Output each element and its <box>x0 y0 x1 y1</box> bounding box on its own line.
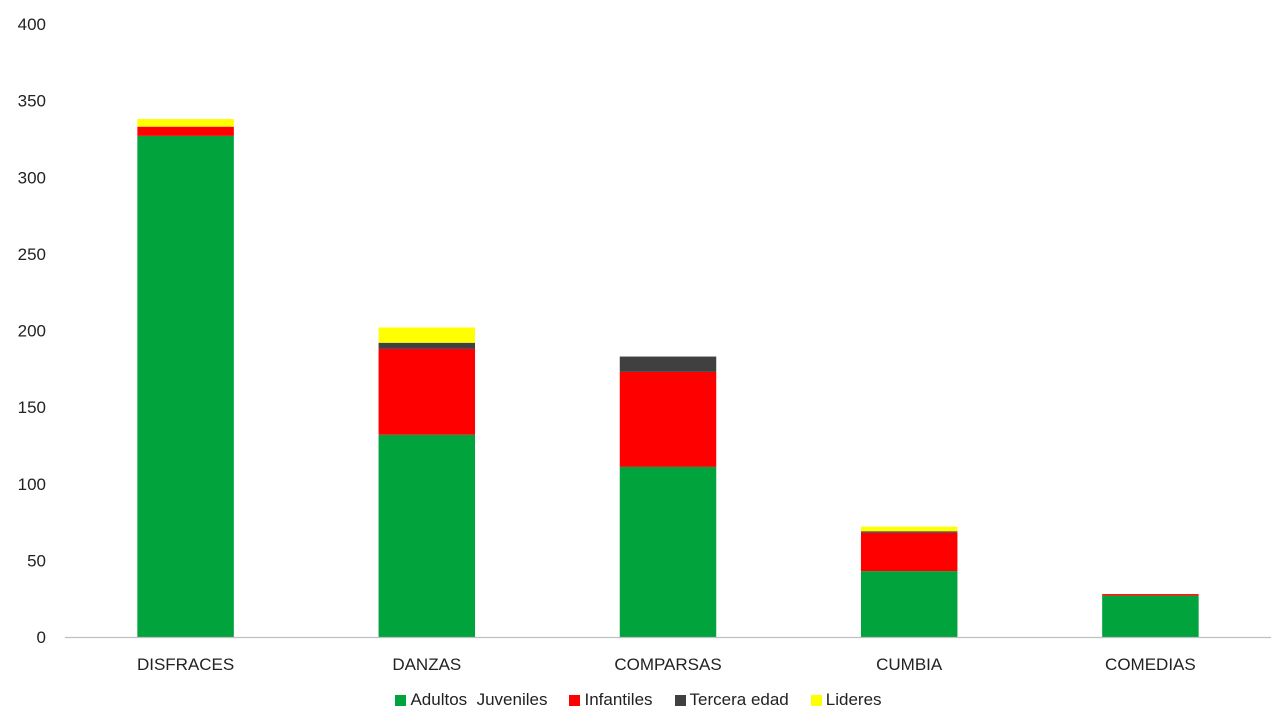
bar-segment <box>619 466 717 637</box>
bar-segment <box>619 356 717 372</box>
legend-swatch <box>569 694 581 706</box>
y-tick-label: 400 <box>18 15 46 34</box>
y-tick-label: 100 <box>18 475 46 494</box>
bar-segment <box>378 434 476 637</box>
bars <box>137 119 1199 637</box>
bar-segment <box>137 126 234 136</box>
bar-segment <box>860 531 958 533</box>
bar-segment <box>378 342 476 349</box>
legend-label: Tercera edad <box>689 690 789 709</box>
y-tick-label: 300 <box>18 168 46 187</box>
y-tick-label: 250 <box>18 245 46 264</box>
x-category-label: COMPARSAS <box>614 655 721 674</box>
legend-swatch <box>674 694 686 706</box>
bar-segment <box>860 532 958 572</box>
x-category-label: COMEDIAS <box>1105 655 1196 674</box>
x-category-label: DISFRACES <box>137 655 234 674</box>
legend: Adultos Juveniles Infantiles Tercera edad L… <box>0 690 1277 710</box>
legend-item: Lideres <box>810 690 882 710</box>
x-category-label: DANZAS <box>392 655 461 674</box>
bar-segment <box>1102 595 1199 637</box>
y-tick-label: 200 <box>18 322 46 341</box>
bar-segment <box>378 327 476 343</box>
bar-segment <box>860 571 958 637</box>
legend-label: Lideres <box>825 690 882 709</box>
bar-segment <box>1102 594 1199 596</box>
x-axis-labels: DISFRACES DANZAS COMPARSAS CUMBIA COMEDIAS <box>137 655 1196 674</box>
bar-segment <box>860 526 958 532</box>
bar-segment <box>137 135 234 637</box>
legend-item: Adultos Juveniles <box>395 690 547 710</box>
y-axis-ticks: 0 50 100 150 200 250 300 350 400 <box>18 15 46 647</box>
bar-segment <box>378 348 476 435</box>
legend-label: Infantiles <box>584 690 653 709</box>
legend-item: Tercera edad <box>674 690 789 710</box>
legend-swatch <box>395 694 407 706</box>
legend-item: Infantiles <box>569 690 653 710</box>
bar-segment <box>619 371 717 467</box>
legend-label: Adultos Juveniles <box>410 690 548 709</box>
y-tick-label: 0 <box>37 628 46 647</box>
x-category-label: CUMBIA <box>876 655 943 674</box>
y-tick-label: 350 <box>18 92 46 111</box>
bar-segment <box>137 119 234 127</box>
legend-swatch <box>810 694 822 706</box>
y-tick-label: 50 <box>27 551 46 570</box>
y-tick-label: 150 <box>18 398 46 417</box>
